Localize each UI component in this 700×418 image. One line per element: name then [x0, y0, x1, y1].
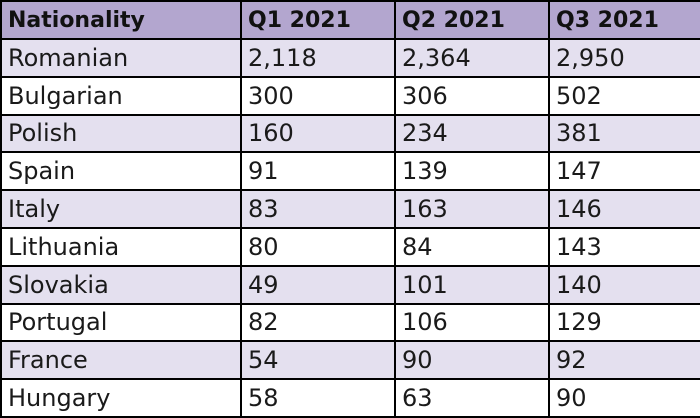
table-row: Polish 160 234 381 [0, 113, 700, 154]
count-cell: 84 [394, 226, 550, 267]
table-row: Lithuania 80 84 143 [0, 226, 700, 267]
count-cell: 381 [548, 113, 700, 154]
nationality-cell: Italy [0, 189, 242, 229]
count-cell: 300 [240, 75, 396, 116]
nationality-cell: Polish [0, 113, 242, 154]
count-cell: 2,118 [240, 38, 396, 78]
count-cell: 234 [394, 113, 550, 154]
count-cell: 58 [240, 378, 396, 418]
table-row: Hungary 58 63 90 [0, 378, 700, 418]
count-cell: 139 [394, 151, 550, 192]
count-cell: 129 [548, 302, 700, 343]
count-cell: 101 [394, 264, 550, 305]
count-cell: 90 [394, 340, 550, 381]
count-cell: 83 [240, 189, 396, 229]
count-cell: 106 [394, 302, 550, 343]
nationality-cell: Slovakia [0, 264, 242, 305]
table-row: Spain 91 139 147 [0, 151, 700, 192]
count-cell: 163 [394, 189, 550, 229]
count-cell: 80 [240, 226, 396, 267]
nationality-cell: Portugal [0, 302, 242, 343]
table-row: Portugal 82 106 129 [0, 302, 700, 343]
count-cell: 502 [548, 75, 700, 116]
count-cell: 143 [548, 226, 700, 267]
table-row: Italy 83 163 146 [0, 189, 700, 229]
count-cell: 140 [548, 264, 700, 305]
table-row: France 54 90 92 [0, 340, 700, 381]
count-cell: 54 [240, 340, 396, 381]
header-cell-q1-2021: Q1 2021 [240, 0, 396, 40]
count-cell: 91 [240, 151, 396, 192]
table-row: Bulgarian 300 306 502 [0, 75, 700, 116]
nationality-cell: Spain [0, 151, 242, 192]
count-cell: 90 [548, 378, 700, 418]
header-row: Nationality Q1 2021 Q2 2021 Q3 2021 [0, 0, 700, 40]
nationality-cell: Lithuania [0, 226, 242, 267]
nationality-cell: Romanian [0, 38, 242, 78]
nationality-cell: France [0, 340, 242, 381]
nationality-cell: Bulgarian [0, 75, 242, 116]
header-cell-q3-2021: Q3 2021 [548, 0, 700, 40]
count-cell: 2,364 [394, 38, 550, 78]
count-cell: 160 [240, 113, 396, 154]
table-row: Slovakia 49 101 140 [0, 264, 700, 305]
table-header: Nationality Q1 2021 Q2 2021 Q3 2021 [0, 0, 700, 40]
table-body: Romanian 2,118 2,364 2,950 Bulgarian 300 306 50… [0, 38, 700, 418]
header-cell-nationality: Nationality [0, 0, 242, 40]
count-cell: 147 [548, 151, 700, 192]
count-cell: 49 [240, 264, 396, 305]
count-cell: 63 [394, 378, 550, 418]
nationality-cell: Hungary [0, 378, 242, 418]
count-cell: 306 [394, 75, 550, 116]
count-cell: 2,950 [548, 38, 700, 78]
table-row: Romanian 2,118 2,364 2,950 [0, 38, 700, 78]
header-cell-q2-2021: Q2 2021 [394, 0, 550, 40]
count-cell: 82 [240, 302, 396, 343]
count-cell: 146 [548, 189, 700, 229]
count-cell: 92 [548, 340, 700, 381]
